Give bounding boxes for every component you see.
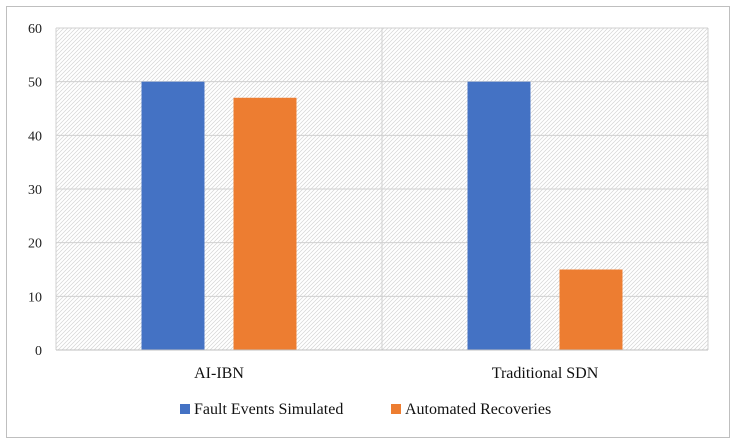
bar	[467, 81, 531, 351]
x-axis: AI-IBN Traditional SDN	[56, 349, 708, 382]
y-tick-label: 10	[28, 290, 42, 305]
bars	[141, 81, 623, 351]
y-tick-label: 50	[28, 76, 42, 91]
bar	[233, 97, 297, 351]
legend-label: Fault Events Simulated	[194, 401, 343, 418]
y-tick-label: 30	[28, 183, 42, 198]
x-tick-label: Traditional SDN	[492, 365, 599, 382]
y-tick-label: 40	[28, 129, 42, 144]
y-tick-label: 20	[28, 237, 42, 252]
legend-swatch	[391, 404, 401, 414]
y-axis: 0 10 20 30 40 50 60	[28, 22, 42, 359]
bar	[141, 81, 205, 351]
x-tick-label: AI-IBN	[194, 365, 244, 382]
legend-label: Automated Recoveries	[405, 401, 551, 418]
legend: Fault Events Simulated Automated Recoveri…	[180, 401, 551, 418]
bar	[559, 269, 623, 350]
y-tick-label: 0	[35, 344, 42, 359]
y-tick-label: 60	[28, 22, 42, 37]
legend-swatch	[180, 404, 190, 414]
